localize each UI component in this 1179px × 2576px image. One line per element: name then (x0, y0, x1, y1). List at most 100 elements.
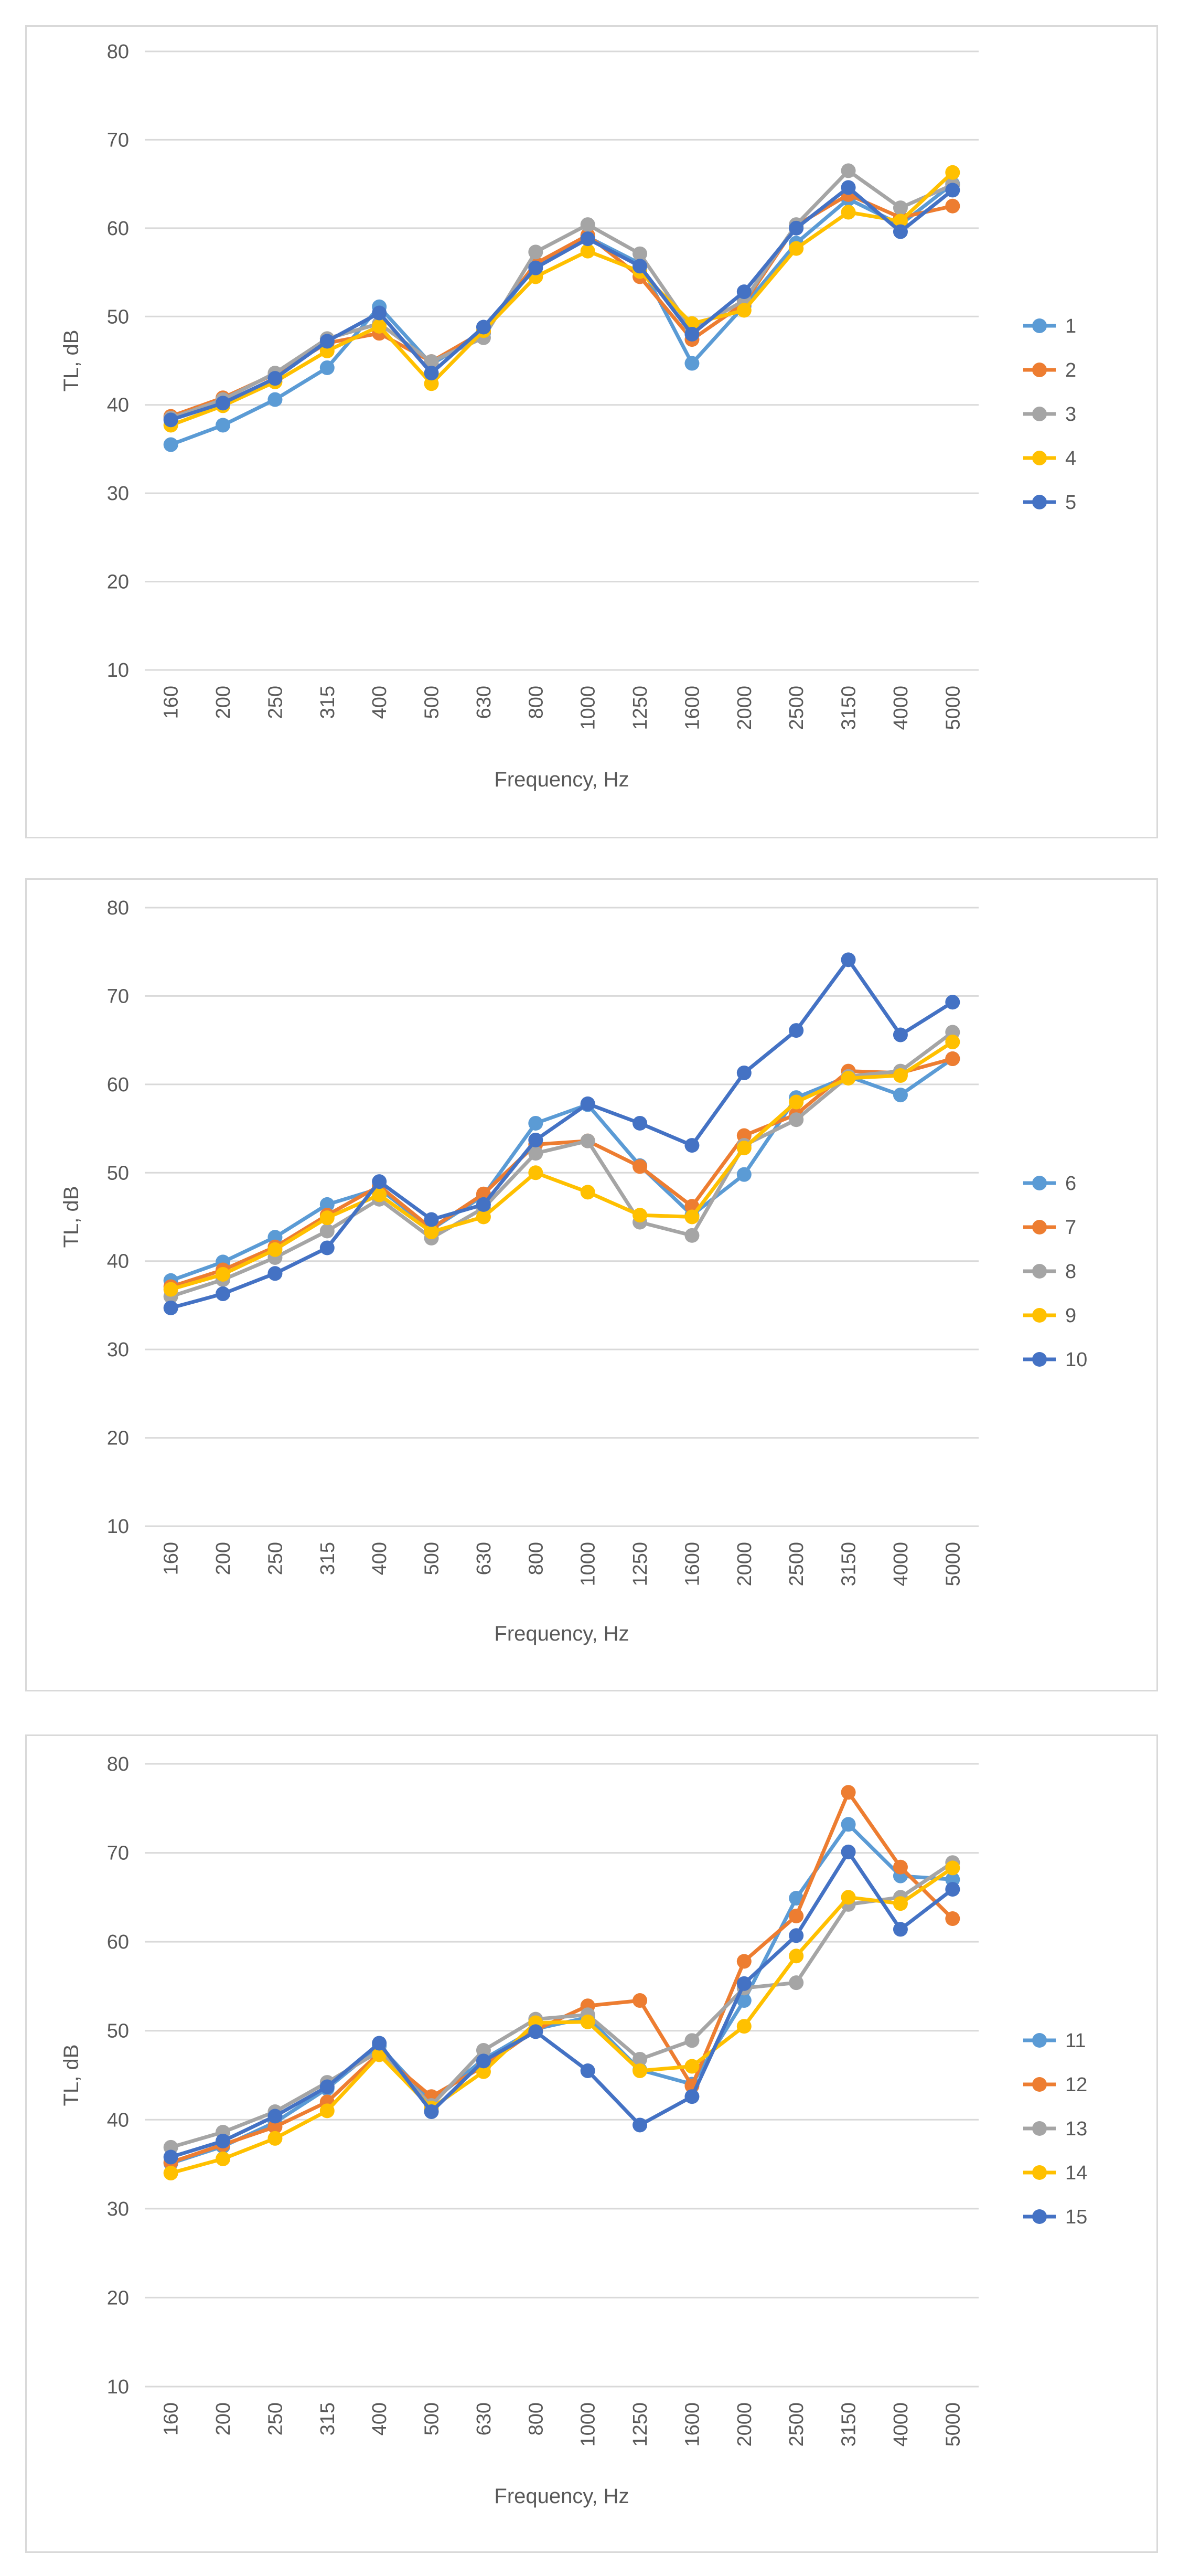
data-point-5-800 (528, 260, 543, 275)
legend-item-1: 1 (1023, 315, 1076, 337)
legend-item-4: 4 (1023, 448, 1076, 470)
data-point-14-3150 (841, 1890, 856, 1905)
x-tick-label: 2000 (734, 2402, 756, 2447)
series-line-3 (169, 168, 955, 420)
series-line-5 (169, 185, 955, 422)
data-point-9-400 (372, 1187, 387, 1202)
data-point-12-2500 (789, 1908, 804, 1923)
y-tick-label: 50 (107, 1162, 129, 1184)
series-5 (163, 180, 960, 428)
x-axis-label: Frequency, Hz (494, 1622, 629, 1645)
y-tick-label: 40 (107, 395, 129, 417)
legend-item-12: 12 (1023, 2074, 1087, 2096)
x-tick-label: 1250 (629, 686, 651, 730)
data-point-5-160 (163, 412, 178, 428)
y-tick-label: 80 (107, 41, 129, 63)
legend-label-6: 6 (1065, 1173, 1076, 1195)
series-8 (163, 1025, 960, 1304)
data-point-5-200 (216, 396, 231, 411)
data-point-9-2500 (789, 1094, 804, 1110)
data-point-3-3150 (841, 163, 856, 178)
data-point-9-4000 (893, 1068, 908, 1083)
legend-label-10: 10 (1065, 1349, 1087, 1371)
data-point-10-800 (528, 1132, 543, 1147)
legend-item-10: 10 (1023, 1349, 1087, 1371)
data-point-15-4000 (893, 1922, 908, 1937)
x-tick-label: 400 (369, 1542, 391, 1575)
data-point-15-160 (163, 2149, 178, 2165)
legend-item-9: 9 (1023, 1305, 1076, 1327)
data-point-1-200 (216, 418, 231, 433)
legend-marker-12 (1032, 2077, 1047, 2092)
y-tick-label: 60 (107, 218, 129, 240)
data-point-8-1600 (684, 1228, 700, 1243)
data-point-12-250 (267, 2119, 283, 2134)
data-point-15-1000 (580, 2063, 595, 2079)
data-point-13-1250 (633, 2051, 648, 2067)
data-point-3-4000 (893, 200, 908, 216)
y-tick-label: 50 (107, 2020, 129, 2042)
data-point-13-2500 (789, 1975, 804, 1990)
x-tick-label: 800 (525, 686, 547, 719)
data-point-4-3150 (841, 205, 856, 220)
data-point-9-800 (528, 1165, 543, 1180)
data-point-14-315 (319, 2103, 335, 2119)
legend-label-15: 15 (1065, 2206, 1087, 2228)
x-tick-label: 1250 (629, 1542, 651, 1587)
x-tick-label: 500 (421, 2402, 443, 2435)
data-point-10-315 (319, 1240, 335, 1255)
data-point-14-1600 (684, 2059, 700, 2074)
x-tick-label: 3150 (838, 2402, 860, 2447)
data-point-15-2000 (736, 1976, 752, 1991)
data-point-15-3150 (841, 1844, 856, 1859)
x-tick-label: 160 (160, 1542, 183, 1575)
y-axis-label: TL, dB (60, 330, 83, 392)
data-point-10-1250 (633, 1115, 648, 1131)
legend-marker-10 (1032, 1352, 1047, 1367)
legend-marker-1 (1032, 318, 1047, 333)
data-point-7-1250 (633, 1159, 648, 1174)
y-tick-label: 70 (107, 1843, 129, 1865)
data-point-8-2500 (789, 1112, 804, 1127)
x-tick-label: 315 (317, 2402, 339, 2435)
legend-item-14: 14 (1023, 2162, 1087, 2184)
data-point-15-500 (424, 2104, 439, 2120)
data-point-12-4000 (893, 1859, 908, 1875)
data-point-5-315 (319, 334, 335, 349)
x-tick-label: 5000 (942, 686, 964, 730)
legend-marker-9 (1032, 1308, 1047, 1323)
line-chart-2: 10 20 30 40 50 60 70 80 160 200 250 315 400 500 630 800… (60, 897, 1087, 1645)
legend-label-9: 9 (1065, 1305, 1076, 1327)
data-point-12-1250 (633, 1993, 648, 2008)
series-line-8 (169, 1030, 955, 1298)
series-10 (163, 952, 960, 1315)
chart-panel-3: 10 20 30 40 50 60 70 80 160 200 250 315 400 500 630 800… (25, 1734, 1158, 2553)
legend-label-4: 4 (1065, 448, 1076, 470)
series-2 (163, 187, 960, 424)
x-tick-label: 400 (369, 686, 391, 719)
data-point-5-1600 (684, 326, 700, 342)
x-tick-label: 5000 (942, 2402, 964, 2447)
data-point-10-3150 (841, 952, 856, 967)
y-tick-label: 80 (107, 1753, 129, 1775)
data-point-15-250 (267, 2109, 283, 2124)
data-point-11-3150 (841, 1817, 856, 1832)
data-point-3-800 (528, 244, 543, 260)
y-tick-label: 70 (107, 129, 129, 151)
data-point-15-5000 (945, 1882, 960, 1897)
data-point-10-2000 (736, 1065, 752, 1080)
legend-item-8: 8 (1023, 1261, 1076, 1283)
gridlines (145, 1763, 979, 2388)
y-axis-label: TL, dB (60, 2045, 83, 2106)
data-point-3-1000 (580, 217, 595, 232)
legend-marker-11 (1032, 2033, 1047, 2048)
legend-marker-3 (1032, 407, 1047, 421)
gridlines (145, 50, 979, 671)
x-tick-label: 400 (369, 2402, 391, 2435)
legend-marker-15 (1032, 2209, 1047, 2224)
data-point-4-400 (372, 318, 387, 334)
x-tick-label: 630 (473, 1542, 495, 1575)
legend-marker-2 (1032, 363, 1047, 377)
x-tick-label: 1600 (681, 2402, 703, 2447)
series-11 (163, 1817, 960, 2171)
